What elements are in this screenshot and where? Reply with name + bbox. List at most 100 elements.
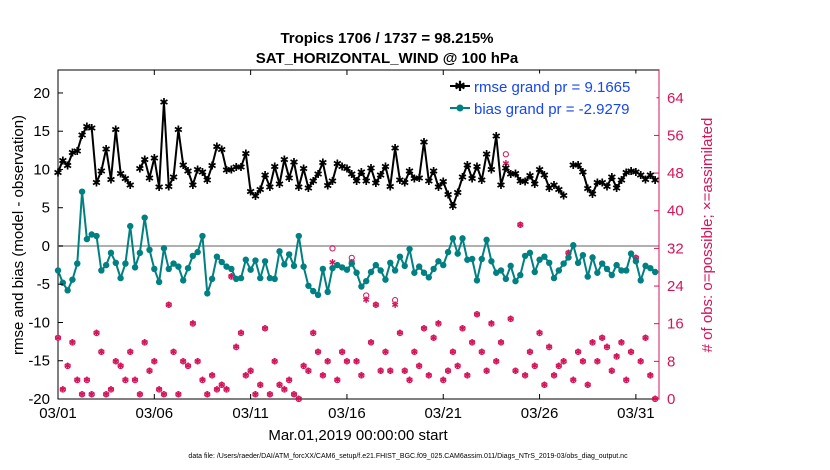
x-tick-label: 03/26: [521, 405, 559, 422]
obs-assimilated-marker: ✱: [252, 390, 260, 400]
rmse-point: ✱: [53, 167, 62, 180]
obs-assimilated-marker: ✱: [444, 367, 452, 377]
bias-point: [228, 265, 235, 273]
bias-point: [295, 232, 302, 240]
obs-assimilated-marker: ✱: [73, 376, 81, 386]
rmse-point: ✱: [410, 173, 419, 186]
obs-assimilated-marker: ✱: [290, 390, 298, 400]
obs-possible-marker: [252, 391, 259, 398]
legend-rmse-marker: ✱: [454, 79, 466, 95]
obs-assimilated-marker: ✱: [627, 348, 635, 358]
rmse-segment: [456, 176, 464, 193]
rmse-segment: [86, 125, 93, 130]
obs-assimilated-marker: ✱: [78, 390, 86, 400]
rmse-segment: [490, 135, 498, 170]
rmse-segment: [341, 165, 348, 170]
bias-point: [141, 214, 148, 221]
obs-assimilated-marker: ✱: [622, 376, 630, 386]
rmse-segment: [57, 159, 64, 173]
bias-point: [338, 264, 346, 271]
obs-possible-marker: [199, 377, 206, 384]
rmse-point: ✱: [347, 168, 356, 181]
rmse-point: ✱: [429, 165, 438, 178]
rmse-segment: [105, 148, 112, 180]
bias-point: [290, 262, 298, 270]
rmse-point: ✱: [77, 129, 86, 142]
bias-segment: [302, 266, 310, 287]
obs-assimilated-marker: ✱: [570, 376, 578, 386]
rmse-segment: [331, 163, 339, 182]
rmse-point: ✱: [357, 166, 366, 179]
bias-point: [271, 275, 278, 283]
chart-title-line2: SAT_HORIZONTAL_WIND @ 100 hPa: [256, 50, 519, 67]
rmse-point: ✱: [641, 173, 650, 186]
rmse-segment: [558, 188, 565, 197]
rmse-segment: [264, 174, 271, 188]
bias-point: [237, 274, 245, 282]
rmse-segment: [143, 159, 151, 179]
obs-assimilated-marker: ✱: [334, 376, 342, 386]
rmse-segment: [72, 150, 78, 154]
obs-assimilated-marker: ✱: [98, 348, 106, 358]
obs-possible-marker: [608, 367, 615, 374]
rmse-segment: [451, 192, 459, 207]
obs-assimilated-marker: ✱: [435, 320, 443, 330]
bias-point: [608, 271, 616, 279]
rmse-point: ✱: [203, 174, 212, 187]
obs-assimilated-marker: ✱: [232, 343, 240, 353]
obs-assimilated-marker: ✱: [126, 348, 134, 358]
rmse-segment: [408, 170, 416, 180]
rmse-segment: [635, 170, 642, 176]
obs-possible-marker: [406, 377, 413, 384]
bias-point: [184, 264, 192, 272]
obs-assimilated-marker: ✱: [362, 296, 370, 306]
y-tick-label-right: 48: [667, 165, 684, 182]
bias-point: [343, 266, 351, 273]
rmse-segment: [543, 174, 551, 189]
bias-point: [242, 256, 250, 263]
obs-possible-marker: [78, 391, 86, 398]
obs-possible-marker: [444, 367, 452, 374]
obs-assimilated-marker: ✱: [401, 367, 409, 377]
obs-assimilated-marker: ✱: [208, 371, 216, 381]
obs-possible-marker: [367, 339, 375, 346]
rmse-segment: [500, 167, 507, 186]
obs-possible-marker: [546, 344, 553, 351]
bias-point: [589, 254, 596, 261]
rmse-point: ✱: [299, 163, 308, 176]
obs-possible-marker: [618, 339, 625, 346]
bias-point: [478, 255, 485, 263]
rmse-point: ✱: [169, 171, 178, 184]
obs-possible-marker: [136, 391, 143, 398]
bias-point: [348, 260, 355, 267]
obs-possible-marker: [497, 339, 505, 346]
obs-possible-marker: [146, 367, 153, 374]
obs-possible-marker: [127, 348, 134, 356]
obs-possible-marker: [194, 358, 201, 365]
rmse-point: ✱: [602, 180, 611, 193]
bias-segment: [292, 235, 300, 267]
rmse-segment: [403, 170, 411, 183]
bias-segment: [273, 251, 281, 280]
rmse-point: ✱: [212, 141, 221, 154]
obs-possible-marker: [83, 377, 90, 384]
obs-possible-marker: [483, 367, 490, 374]
rmse-point: ✱: [583, 183, 592, 196]
rmse-segment: [370, 167, 377, 184]
rmse-segment: [148, 157, 156, 179]
obs-assimilated-marker: ✱: [483, 367, 491, 377]
bias-point: [305, 282, 312, 289]
obs-assimilated-marker: ✱: [517, 221, 525, 231]
rmse-segment: [485, 153, 493, 170]
data-file-footnote: data file: /Users/raeder/DAI/ATM_forcXX/…: [188, 453, 628, 460]
bias-point: [136, 249, 144, 257]
y-axis-label-right: # of obs: o=possible; ×=assimilated: [699, 118, 716, 353]
rmse-point: ✱: [135, 163, 144, 176]
obs-possible-marker: [478, 348, 485, 356]
rmse-segment: [220, 149, 228, 171]
bias-point: [213, 253, 221, 260]
obs-possible-marker: [526, 348, 534, 356]
obs-possible-marker: [440, 377, 447, 384]
rmse-segment: [591, 182, 599, 195]
rmse-point: ✱: [87, 122, 96, 135]
